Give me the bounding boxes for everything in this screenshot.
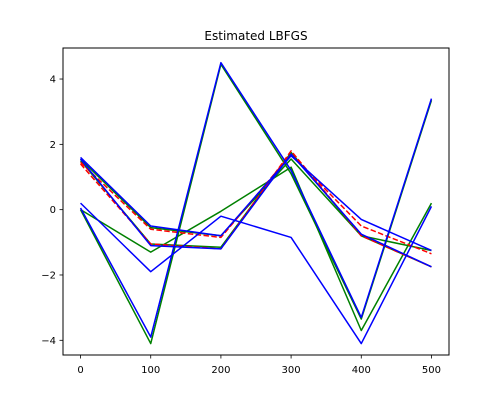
plot-lines [79,61,433,345]
x-tick-label-2: 200 [211,365,230,376]
x-axis-ticks: 0 100 200 300 400 500 [77,355,441,376]
y-tick-label-4: 4 [50,75,56,86]
series-line-2 [80,166,433,332]
series-line-1 [79,63,433,345]
series-line-10 [79,153,432,268]
x-tick-label-1: 100 [141,365,160,376]
y-tick-label-2: 0 [50,205,56,216]
plot-frame [62,47,450,356]
series-line-7 [80,202,433,345]
x-tick-label-0: 0 [77,365,83,376]
y-tick-label-3: 2 [50,140,56,151]
series-line-9 [80,155,432,252]
x-tick-label-5: 500 [422,365,441,376]
y-axis-ticks: −4 −2 0 2 4 [41,75,63,347]
series-line-8 [79,61,433,338]
series-line-3 [80,158,432,252]
x-tick-label-4: 400 [352,365,371,376]
y-tick-label-0: −4 [41,336,56,347]
y-tick-label-1: −2 [41,270,56,281]
chart-title: Estimated LBFGS [204,29,307,43]
x-tick-label-3: 300 [282,365,301,376]
